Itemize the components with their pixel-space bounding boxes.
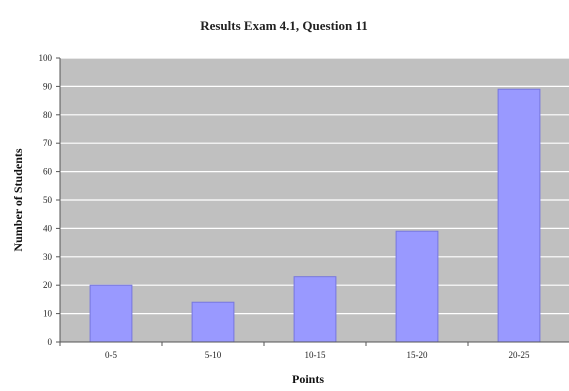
x-tick-label: 20-25: [509, 350, 530, 360]
bar: [293, 276, 337, 343]
bar: [191, 301, 235, 343]
y-tick-label: 40: [43, 223, 53, 233]
y-tick-label: 70: [43, 138, 53, 148]
x-axis-label: Points: [292, 372, 324, 386]
y-tick-label: 100: [39, 53, 53, 63]
y-tick-label: 0: [48, 337, 53, 347]
x-tick-label: 10-15: [305, 350, 326, 360]
bars: [89, 88, 541, 343]
y-axis-label: Number of Students: [11, 148, 25, 251]
y-tick-label: 90: [43, 81, 53, 91]
chart-title: Results Exam 4.1, Question 11: [200, 18, 368, 33]
y-tick-label: 30: [43, 252, 53, 262]
bar: [497, 88, 541, 343]
y-tick-label: 20: [43, 280, 53, 290]
bar: [395, 230, 439, 343]
y-tick-label: 50: [43, 195, 53, 205]
x-axis: 0-5 5-10 10-15 15-20 20-25: [59, 341, 569, 360]
bar: [89, 284, 133, 343]
y-tick-label: 10: [43, 309, 53, 319]
x-tick-label: 15-20: [407, 350, 428, 360]
y-tick-label: 80: [43, 110, 53, 120]
y-tick-label: 60: [43, 167, 53, 177]
x-tick-label: 5-10: [205, 350, 222, 360]
x-tick-label: 0-5: [105, 350, 117, 360]
y-axis: 0 10 20 30 40 50 60 70 80 90 100: [39, 53, 61, 347]
